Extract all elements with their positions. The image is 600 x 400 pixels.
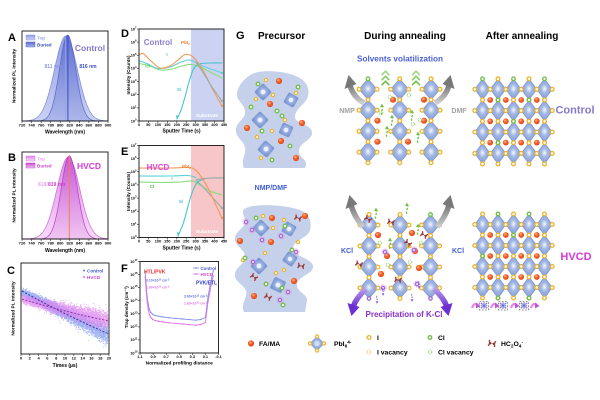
svg-text:811 nm: 811 nm — [45, 64, 63, 70]
svg-text:Normalized PL Intensity: Normalized PL Intensity — [12, 168, 18, 223]
svg-text:800: 800 — [57, 241, 64, 246]
svg-text:740: 740 — [28, 241, 35, 246]
svg-text:780: 780 — [47, 241, 54, 246]
svg-text:720: 720 — [19, 123, 26, 128]
svg-text:720: 720 — [19, 241, 26, 246]
svg-text:Buried: Buried — [37, 43, 52, 48]
svg-text:Top: Top — [37, 157, 45, 162]
svg-text:818/: 818/ — [38, 182, 48, 188]
svg-text:A: A — [8, 32, 16, 44]
svg-text:820: 820 — [66, 241, 73, 246]
svg-text:Top: Top — [37, 36, 45, 41]
svg-text:C: C — [7, 265, 15, 277]
svg-text:816 nm: 816 nm — [79, 64, 97, 70]
svg-text:819 nm: 819 nm — [48, 182, 66, 188]
svg-text:Wavelength (nm): Wavelength (nm) — [45, 130, 85, 136]
svg-text:760: 760 — [38, 241, 45, 246]
svg-text:800: 800 — [57, 123, 64, 128]
svg-text:740: 740 — [28, 123, 35, 128]
svg-text:780: 780 — [47, 123, 54, 128]
svg-text:820: 820 — [66, 123, 73, 128]
svg-text:Control: Control — [75, 43, 105, 53]
svg-text:880: 880 — [95, 123, 102, 128]
svg-text:840: 840 — [76, 123, 83, 128]
svg-text:B: B — [8, 152, 16, 164]
svg-text:880: 880 — [95, 241, 102, 246]
svg-text:900: 900 — [105, 241, 112, 246]
svg-text:HVCD: HVCD — [77, 161, 101, 171]
svg-text:860: 860 — [86, 241, 93, 246]
svg-text:860: 860 — [86, 123, 93, 128]
svg-text:760: 760 — [38, 123, 45, 128]
svg-text:Normalized PL Intensity: Normalized PL Intensity — [12, 49, 18, 104]
svg-text:Buried: Buried — [37, 164, 52, 169]
svg-text:900: 900 — [105, 123, 112, 128]
svg-text:Wavelength (nm): Wavelength (nm) — [45, 248, 85, 254]
svg-text:840: 840 — [76, 241, 83, 246]
